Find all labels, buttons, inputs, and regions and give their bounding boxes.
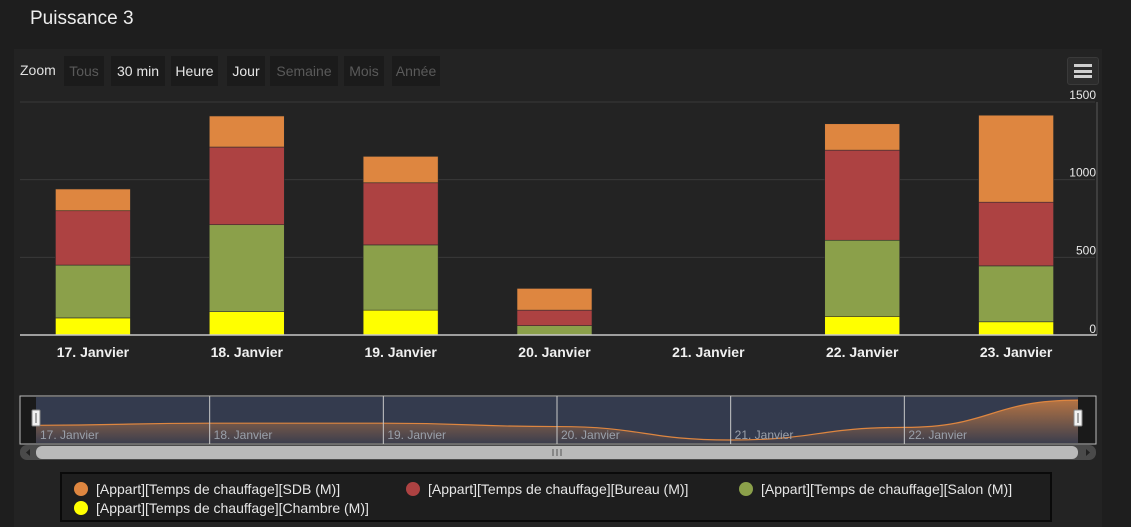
bar-segment xyxy=(208,115,285,148)
legend-dot-icon xyxy=(74,482,88,496)
bar-segment xyxy=(362,309,439,336)
bar-segment xyxy=(978,321,1054,336)
scroll-right-arrow-icon xyxy=(1086,449,1090,456)
bar-segment xyxy=(55,210,131,266)
zoom-button-1[interactable]: 30 min xyxy=(111,56,165,86)
bar-segment xyxy=(362,156,439,184)
legend-dot-icon xyxy=(74,501,88,515)
bar-segment xyxy=(516,309,593,326)
zoom-button-6[interactable]: Année xyxy=(392,56,440,86)
legend-item[interactable]: [Appart][Temps de chauffage][Chambre (M)… xyxy=(74,500,369,516)
navigator-label: 19. Janvier xyxy=(387,428,446,442)
bar-segment xyxy=(55,264,131,319)
zoom-button-0[interactable]: Tous xyxy=(64,56,104,86)
y-tick-label: 500 xyxy=(1076,243,1096,257)
x-tick-label: 20. Janvier xyxy=(518,344,591,360)
navigator-label: 20. Janvier xyxy=(561,428,620,442)
bar-segment xyxy=(978,114,1054,203)
bar-segment xyxy=(978,265,1054,323)
zoom-button-5[interactable]: Mois xyxy=(344,56,384,86)
bar-segment xyxy=(516,288,593,311)
zoom-label: Zoom xyxy=(20,62,56,78)
bar-segment xyxy=(824,316,901,336)
legend-label: [Appart][Temps de chauffage][Chambre (M)… xyxy=(96,500,369,516)
legend-label: [Appart][Temps de chauffage][Bureau (M)] xyxy=(428,481,689,497)
legend-label: [Appart][Temps de chauffage][Salon (M)] xyxy=(761,481,1013,497)
x-tick-label: 18. Janvier xyxy=(211,344,284,360)
legend-dot-icon xyxy=(739,482,753,496)
x-tick-label: 21. Janvier xyxy=(672,344,745,360)
hamburger-menu-icon[interactable] xyxy=(1067,57,1099,85)
navigator-label: 18. Janvier xyxy=(214,428,273,442)
legend-item[interactable]: [Appart][Temps de chauffage][Bureau (M)] xyxy=(406,481,688,497)
legend-item[interactable]: [Appart][Temps de chauffage][SDB (M)] xyxy=(74,481,340,497)
zoom-button-4[interactable]: Semaine xyxy=(270,56,338,86)
x-tick-label: 23. Janvier xyxy=(980,344,1053,360)
y-tick-label: 0 xyxy=(1089,322,1096,336)
y-tick-label: 1500 xyxy=(1069,88,1096,102)
page-title: Puissance 3 xyxy=(30,8,134,29)
zoom-button-3[interactable]: Jour xyxy=(227,56,265,86)
bar-segment xyxy=(824,149,901,241)
bar-segment xyxy=(362,244,439,311)
x-tick-label: 19. Janvier xyxy=(364,344,437,360)
bar-segment xyxy=(55,188,131,212)
navigator-trend-area xyxy=(36,400,1078,443)
x-tick-label: 17. Janvier xyxy=(57,344,130,360)
x-tick-label: 22. Janvier xyxy=(826,344,899,360)
chart-legend: [Appart][Temps de chauffage][SDB (M)] [Ap… xyxy=(60,472,1052,522)
bar-segment xyxy=(208,146,285,226)
legend-dot-icon xyxy=(406,482,420,496)
bar-segment xyxy=(978,201,1054,267)
y-tick-label: 1000 xyxy=(1069,166,1096,180)
bar-segment xyxy=(208,224,285,312)
navigator-label: 22. Janvier xyxy=(908,428,967,442)
bar-segment xyxy=(516,325,593,336)
legend-label: [Appart][Temps de chauffage][SDB (M)] xyxy=(96,481,341,497)
bar-segment xyxy=(824,239,901,317)
bar-segment xyxy=(824,123,901,151)
navigator-label: 21. Janvier xyxy=(735,428,794,442)
bar-segment xyxy=(208,311,285,336)
navigator-label: 17. Janvier xyxy=(40,428,99,442)
scroll-left-arrow-icon xyxy=(26,449,30,456)
legend-item[interactable]: [Appart][Temps de chauffage][Salon (M)] xyxy=(739,481,1012,497)
zoom-button-2[interactable]: Heure xyxy=(171,56,218,86)
bar-segment xyxy=(55,317,131,336)
bar-segment xyxy=(362,182,439,246)
